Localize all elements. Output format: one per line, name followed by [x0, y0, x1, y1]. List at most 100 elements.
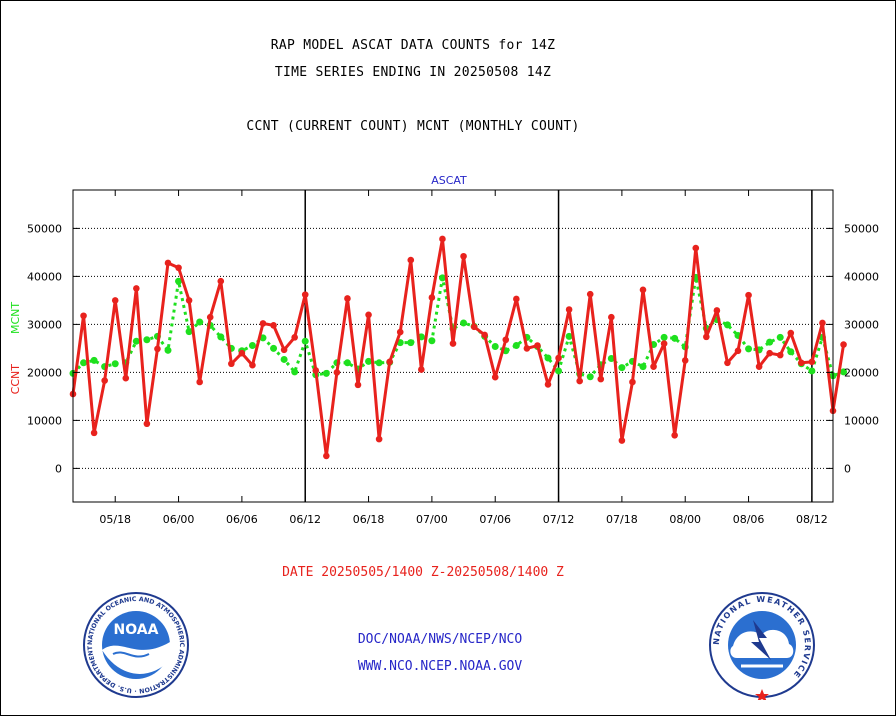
data-point-mcnt [745, 345, 753, 353]
data-point-ccnt [534, 342, 541, 349]
data-point-ccnt [228, 360, 235, 368]
data-point-ccnt [555, 354, 562, 362]
data-point-ccnt [238, 349, 246, 357]
data-point-ccnt [80, 312, 87, 320]
data-point-mcnt [111, 360, 119, 368]
data-point-ccnt [386, 358, 393, 366]
ytick-label-left: 30000 [27, 318, 62, 331]
data-point-mcnt [787, 348, 795, 356]
data-point-ccnt [90, 429, 98, 437]
data-point-ccnt [798, 359, 805, 367]
data-point-mcnt [808, 367, 816, 375]
data-point-mcnt [460, 319, 468, 327]
xtick-label: 06/12 [289, 513, 321, 526]
data-point-ccnt [428, 294, 436, 301]
data-point-ccnt [259, 320, 267, 327]
ytick-label-right: 40000 [844, 270, 879, 283]
data-point-ccnt [164, 259, 172, 267]
data-point-ccnt [586, 290, 594, 298]
xtick-label: 08/12 [796, 513, 828, 526]
data-point-ccnt [396, 328, 404, 336]
data-point-mcnt [639, 363, 647, 371]
data-point-ccnt [270, 322, 277, 329]
data-point-mcnt [280, 355, 288, 363]
data-point-ccnt [745, 291, 752, 299]
data-point-ccnt [111, 297, 119, 304]
credit-line2[interactable]: WWW.NCO.NCEP.NOAA.GOV [357, 659, 523, 674]
chart-title-line1: RAP MODEL ASCAT DATA COUNTS for 14Z [270, 38, 556, 53]
chart-title-line2: TIME SERIES ENDING IN 20250508 14Z [274, 65, 552, 80]
xtick-label: 06/00 [163, 513, 195, 526]
data-point-mcnt [270, 344, 278, 352]
data-point-ccnt [671, 431, 678, 439]
data-point-ccnt [755, 363, 763, 370]
ytick-label-right: 0 [844, 462, 851, 475]
data-point-ccnt [502, 336, 510, 344]
data-point-mcnt [618, 364, 626, 372]
data-point-ccnt [375, 435, 383, 443]
data-point-mcnt [544, 354, 552, 362]
data-point-ccnt [713, 307, 721, 314]
data-point-ccnt [787, 329, 795, 337]
data-point-ccnt [703, 333, 710, 341]
plot-border [72, 189, 834, 503]
xtick-label: 07/12 [543, 513, 575, 526]
data-point-mcnt [375, 359, 383, 367]
data-point-mcnt [301, 337, 309, 345]
data-point-ccnt [175, 264, 182, 272]
data-point-ccnt [808, 358, 816, 366]
ytick-label-right: 50000 [844, 222, 879, 235]
data-point-mcnt [776, 333, 784, 341]
data-point-ccnt [122, 374, 130, 382]
data-point-ccnt [196, 378, 203, 386]
data-point-ccnt [460, 252, 467, 260]
data-point-mcnt [766, 338, 774, 346]
data-point-mcnt [671, 334, 679, 342]
data-point-mcnt [185, 328, 193, 336]
data-point-ccnt [101, 377, 108, 384]
data-point-ccnt [840, 341, 847, 348]
data-point-ccnt [312, 367, 320, 374]
data-point-ccnt [491, 373, 499, 381]
data-point-mcnt [565, 332, 573, 340]
data-point-ccnt [597, 375, 605, 383]
data-point-mcnt [723, 321, 731, 329]
data-point-ccnt [481, 331, 488, 339]
ylabel-mcnt: MCNT [9, 302, 22, 334]
data-point-ccnt [418, 366, 425, 373]
xtick-label: 07/00 [416, 513, 448, 526]
data-point-ccnt [407, 256, 415, 264]
credit-line1[interactable]: DOC/NOAA/NWS/NCEP/NCO [357, 632, 523, 647]
data-point-mcnt [217, 333, 225, 341]
data-point-ccnt [439, 235, 446, 243]
data-point-ccnt [449, 340, 457, 347]
data-point-mcnt [175, 277, 183, 285]
data-point-mcnt [164, 346, 172, 354]
data-point-ccnt [513, 295, 520, 303]
data-point-ccnt [217, 277, 225, 285]
data-point-ccnt [323, 452, 330, 460]
data-point-ccnt [523, 345, 531, 352]
data-point-mcnt [840, 368, 848, 376]
data-point-ccnt [639, 286, 647, 294]
data-point-ccnt [618, 437, 626, 444]
data-point-mcnt [291, 368, 299, 376]
data-point-ccnt [544, 381, 552, 388]
data-point-mcnt [660, 333, 668, 341]
data-point-mcnt [143, 336, 151, 344]
data-point-mcnt [90, 356, 98, 364]
panel-title: ASCAT [431, 174, 467, 187]
ytick-label-left: 40000 [27, 270, 62, 283]
data-point-ccnt [185, 297, 193, 304]
noaa-logo: NATIONAL OCEANIC AND ATMOSPHERIC ADMINIS… [81, 590, 189, 698]
data-point-ccnt [734, 347, 742, 355]
xtick-label: 06/06 [226, 513, 258, 526]
data-point-ccnt [333, 369, 341, 376]
series-line-ccnt [71, 237, 846, 458]
data-point-mcnt [343, 359, 351, 367]
data-point-mcnt [491, 342, 499, 350]
data-point-ccnt [576, 377, 583, 385]
data-point-ccnt [470, 323, 478, 331]
data-point-ccnt [766, 349, 773, 357]
